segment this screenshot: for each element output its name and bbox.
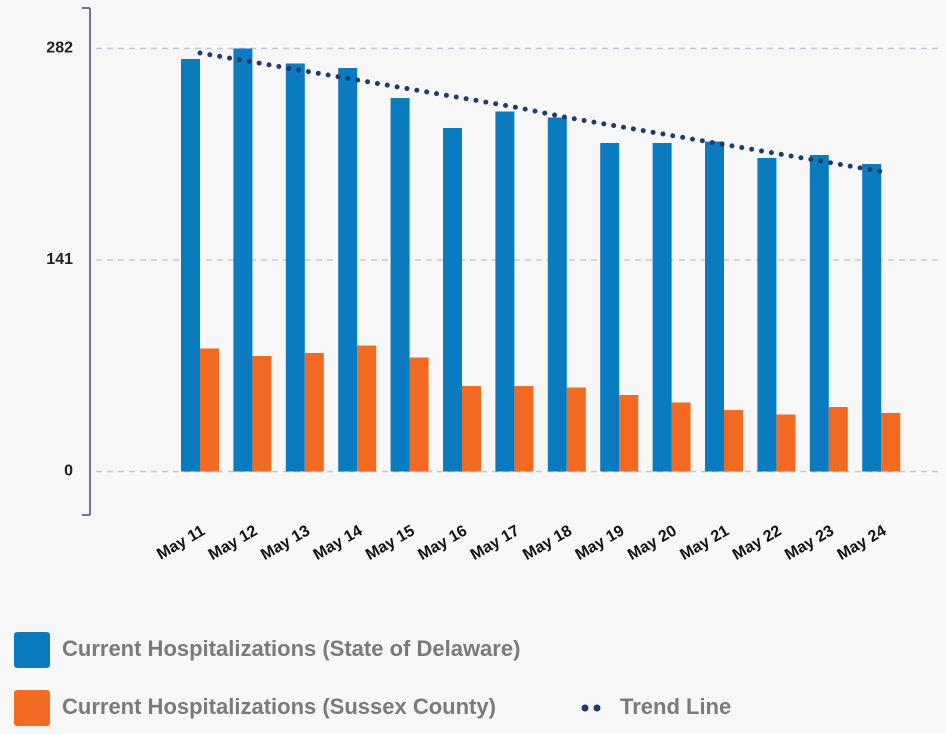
y-tick-label: 0	[64, 463, 73, 480]
bar	[514, 386, 534, 472]
y-tick-label: 141	[46, 251, 73, 268]
bar	[600, 143, 620, 472]
x-tick-label: May 21	[677, 522, 732, 563]
bar	[390, 98, 410, 472]
x-tick-label: May 12	[206, 522, 261, 563]
x-tick-label: May 13	[258, 522, 313, 563]
bar	[671, 402, 691, 472]
bar	[566, 387, 586, 472]
bar	[357, 345, 377, 472]
legend-dot	[593, 704, 601, 712]
bar	[862, 164, 882, 472]
bar	[338, 68, 358, 472]
bar	[809, 155, 829, 472]
bar	[828, 407, 848, 472]
legend-swatch	[14, 632, 50, 668]
x-tick-label: May 20	[625, 522, 680, 563]
bar	[462, 386, 481, 472]
bar	[881, 413, 901, 472]
bar	[200, 348, 219, 472]
x-tick-label: May 19	[573, 522, 628, 563]
x-tick-label: May 11	[154, 522, 208, 563]
bar	[285, 63, 305, 472]
x-tick-label: May 22	[730, 522, 785, 563]
legend-label: Trend Line	[620, 694, 731, 719]
bar	[652, 143, 672, 472]
x-tick-label: May 18	[520, 522, 575, 563]
bar	[443, 128, 462, 472]
x-tick-label: May 15	[363, 522, 418, 563]
bar	[724, 410, 743, 472]
bar	[776, 414, 796, 472]
legend-swatch	[14, 690, 50, 726]
x-tick-label: May 24	[835, 522, 890, 563]
bar	[757, 158, 777, 472]
y-tick-label: 282	[46, 40, 73, 57]
x-tick-label: May 23	[782, 522, 837, 563]
legend-dot	[581, 704, 589, 712]
x-tick-label: May 14	[311, 522, 366, 563]
bar	[181, 59, 200, 472]
bar	[233, 48, 253, 472]
bar	[619, 395, 639, 472]
bar	[547, 117, 567, 472]
bar	[304, 353, 324, 472]
bar	[252, 356, 272, 472]
x-tick-label: May 16	[415, 522, 470, 563]
x-tick-label: May 17	[468, 522, 523, 563]
bar	[495, 111, 515, 472]
bar	[409, 357, 429, 472]
legend-label: Current Hospitalizations (Sussex County)	[62, 694, 496, 719]
bar	[705, 141, 724, 472]
legend-label: Current Hospitalizations (State of Delaw…	[62, 636, 520, 661]
